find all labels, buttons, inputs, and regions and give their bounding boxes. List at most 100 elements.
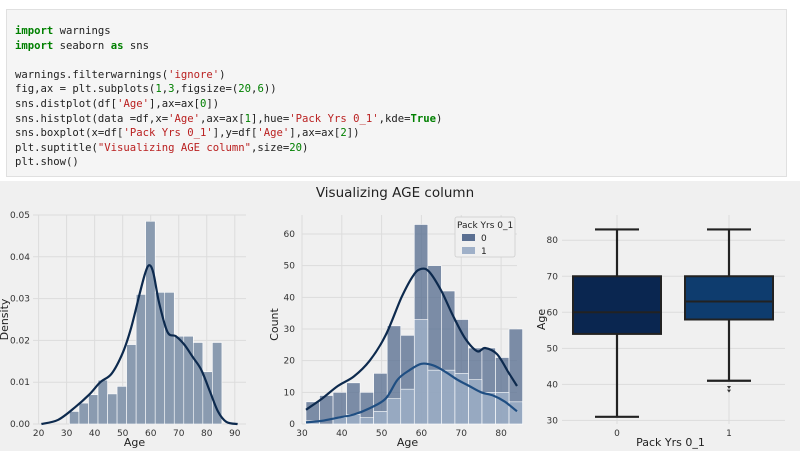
x-tick-label: 40 <box>336 429 348 439</box>
x-tick-label: 70 <box>173 429 185 439</box>
y-tick-label: 70 <box>547 272 559 282</box>
code-token: ,ax=ax[ <box>199 112 245 125</box>
histogram-bar-series-1 <box>427 369 442 425</box>
code-token: import <box>15 39 54 52</box>
code-token: ,kde= <box>378 112 411 125</box>
y-tick-label: 10 <box>284 388 296 398</box>
x-tick-label: 30 <box>296 429 308 439</box>
legend-swatch <box>462 247 475 254</box>
code-token: ) <box>436 112 443 125</box>
histogram-bar <box>145 220 156 425</box>
code-line: sns.distplot(df['Age'],ax=ax[0]) <box>15 98 219 110</box>
box-outlier <box>727 389 731 393</box>
y-tick-label: 0 <box>289 420 295 430</box>
legend-label: 0 <box>481 234 487 244</box>
code-token: ],ax=ax[ <box>148 97 200 110</box>
histogram-bar <box>154 292 166 425</box>
x-tick-label: 70 <box>456 429 468 439</box>
histogram-bar <box>212 342 223 425</box>
code-token: ) <box>302 141 309 154</box>
code-token: warnings <box>53 25 111 37</box>
y-tick-label: 50 <box>547 344 559 354</box>
x-tick-label: 80 <box>495 429 507 439</box>
code-token: 20 <box>289 141 303 154</box>
histogram-bar <box>126 344 137 425</box>
x-tick-label: 50 <box>117 429 129 439</box>
y-tick-label: 60 <box>547 308 559 318</box>
histogram-bar-series-1 <box>359 417 374 425</box>
code-token: 3 <box>168 83 175 96</box>
code-line: import warnings <box>15 25 111 37</box>
code-token: sns.boxplot(x=df[ <box>15 127 124 140</box>
x-tick-label: 40 <box>89 429 101 439</box>
code-token: 6 <box>257 83 264 96</box>
code-token: seaborn <box>53 39 111 52</box>
code-token: import <box>15 25 54 37</box>
code-token: ]) <box>346 127 360 140</box>
code-token: sns.distplot(df[ <box>15 97 118 110</box>
histogram-bar <box>135 294 146 425</box>
code-token: plt.suptitle( <box>15 141 98 154</box>
code-token: , <box>161 83 169 96</box>
code-token: ) <box>219 68 226 81</box>
x-tick-label: 60 <box>416 429 428 439</box>
x-tick-label: 90 <box>229 429 241 439</box>
y-axis-label: Age <box>535 309 548 331</box>
code-token: 'Age' <box>117 97 149 110</box>
figure-canvas: Visualizing AGE column 20 30 40 50 60 70 80 90 0… <box>0 185 785 449</box>
histogram-bar <box>164 292 175 425</box>
code-token: sns <box>123 39 149 52</box>
histogram-bar <box>116 386 127 425</box>
code-token: ],y=df[ <box>212 127 258 140</box>
code-token: 1 <box>155 83 162 96</box>
code-token: "Visualizing AGE column" <box>97 141 251 154</box>
code-token: 'ignore' <box>168 68 220 81</box>
code-line: import seaborn as sns <box>15 40 149 52</box>
histogram-bar <box>69 411 80 425</box>
y-tick-label: 50 <box>284 262 296 272</box>
code-token: 20 <box>238 83 252 96</box>
figure-suptitle: Visualizing AGE column <box>316 185 474 201</box>
x-tick-label: 80 <box>201 429 213 439</box>
code-token: True <box>410 112 436 125</box>
code-editor[interactable]: import warnings import seaborn as sns wa… <box>15 24 442 170</box>
y-tick-label: 0.05 <box>10 211 30 221</box>
box-body <box>684 275 774 321</box>
y-tick-label: 40 <box>284 293 296 303</box>
code-cell[interactable]: import warnings import seaborn as sns wa… <box>6 9 787 177</box>
kde-line-series-0 <box>305 267 518 411</box>
x-axis-label: Pack Yrs 0_1 <box>636 436 705 449</box>
x-tick-label: 30 <box>61 429 73 439</box>
code-token: 2 <box>340 127 347 140</box>
histogram-bar <box>78 402 89 425</box>
code-token: 1 <box>244 112 252 125</box>
chart-boxplot: 30 40 50 60 70 80 0 1 Pack Yrs 0_1 Age <box>535 215 785 449</box>
histogram-bar <box>97 379 108 425</box>
code-token: sns.histplot(data =df,x= <box>15 112 169 125</box>
code-token: 'Pack Yrs 0_1' <box>289 112 379 125</box>
y-tick-label: 0.01 <box>10 378 30 388</box>
legend-title: Pack Yrs 0_1 <box>457 221 513 231</box>
code-token: ],hue= <box>251 112 290 125</box>
code-token: fig,ax = plt.subplots( <box>15 83 156 96</box>
y-tick-label: 0.02 <box>10 336 30 346</box>
code-token: ],ax=ax[ <box>289 127 341 140</box>
x-tick-label: 0 <box>614 429 620 439</box>
y-axis-label: Density <box>0 298 11 340</box>
code-token: ,figsize=( <box>174 83 239 96</box>
histogram-bar-series-1 <box>386 398 402 425</box>
y-axis-label: Count <box>268 307 281 340</box>
code-line: fig,ax = plt.subplots(1,3,figsize=(20,6)… <box>15 83 277 95</box>
y-tick-label: 80 <box>547 236 559 246</box>
code-line: plt.suptitle("Visualizing AGE column",si… <box>15 142 308 154</box>
y-tick-label: 0.03 <box>10 295 30 305</box>
output-area: Visualizing AGE column 20 30 40 50 60 70 80 90 0… <box>0 181 800 451</box>
y-tick-label: 40 <box>547 380 559 390</box>
chart-count: 30 40 50 60 70 80 0 10 20 30 40 50 60 Pack Yrs 0_1 0 1 A… <box>268 215 523 449</box>
x-tick-label: 60 <box>145 429 157 439</box>
histogram-bar <box>107 393 118 425</box>
code-token: ,size= <box>251 141 290 154</box>
code-line: plt.show() <box>15 156 79 168</box>
x-axis-label: Age <box>397 436 419 449</box>
y-tick-label: 0.04 <box>10 253 30 263</box>
